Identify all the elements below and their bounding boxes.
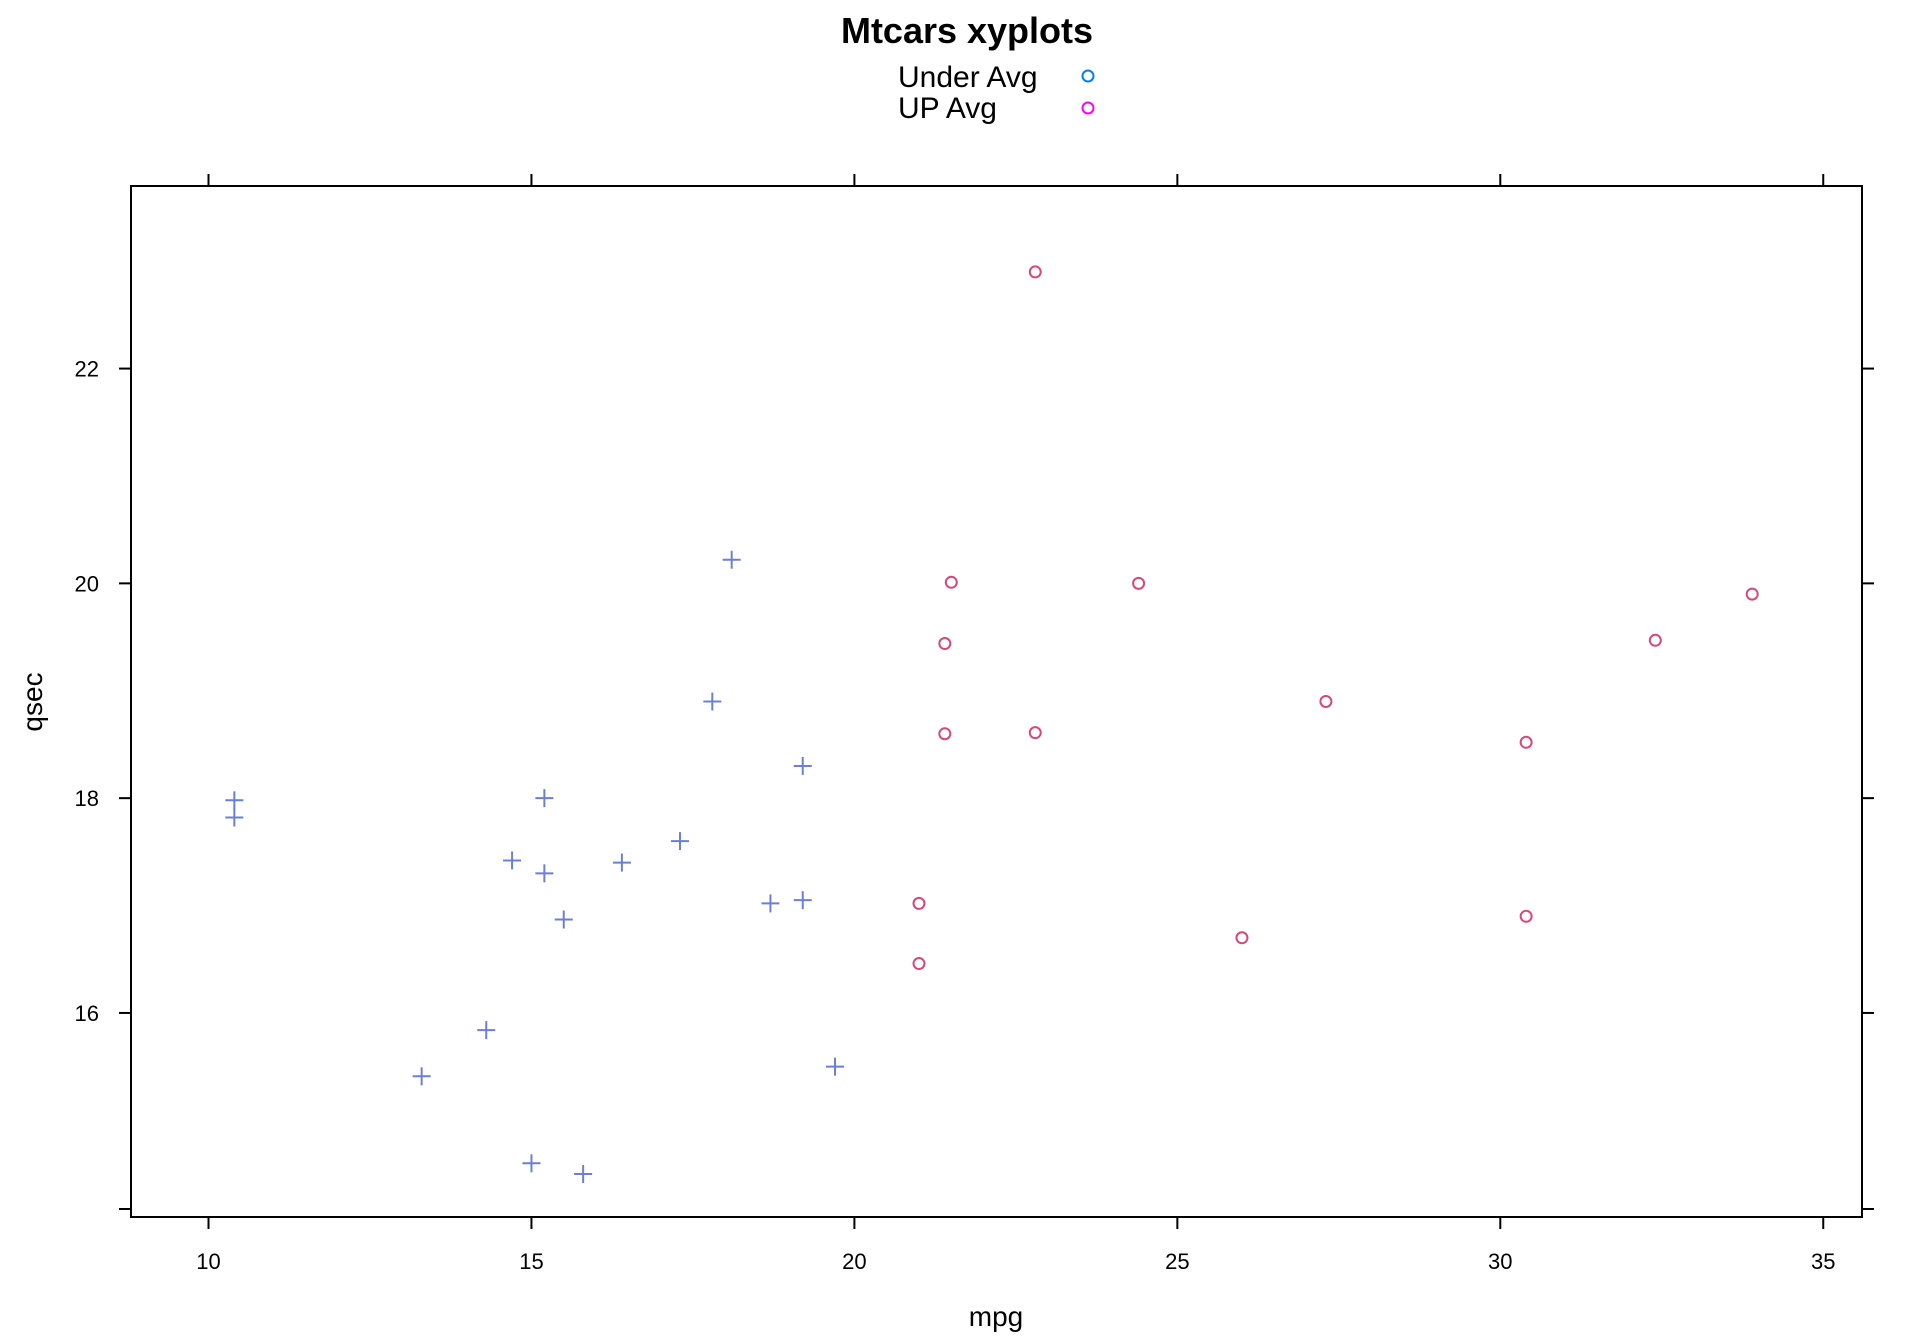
data-point-plus bbox=[612, 853, 631, 872]
data-point-circle bbox=[1519, 735, 1533, 749]
data-point-plus bbox=[722, 550, 741, 569]
data-point-plus bbox=[412, 1067, 431, 1086]
data-point-plus bbox=[671, 832, 690, 851]
data-point-plus bbox=[225, 791, 244, 810]
data-point-circle bbox=[1132, 576, 1146, 590]
data-point-plus bbox=[793, 891, 812, 910]
y-axis-label: qsec bbox=[17, 672, 48, 731]
legend-marker-under-avg bbox=[1081, 69, 1095, 83]
data-point-plus bbox=[535, 864, 554, 883]
chart-title: Mtcars xyplots bbox=[841, 10, 1093, 51]
data-point-plus bbox=[225, 808, 244, 827]
legend: Under Avg UP Avg bbox=[898, 61, 1095, 125]
y-tick-label: 20 bbox=[75, 571, 99, 596]
x-axis-ticks: 10 15 20 25 30 35 bbox=[196, 174, 1835, 1274]
data-point-plus bbox=[522, 1154, 541, 1173]
x-axis-label: mpg bbox=[969, 1301, 1023, 1332]
y-tick-label: 16 bbox=[75, 1001, 99, 1026]
data-point-circle bbox=[1319, 695, 1333, 708]
data-point-circle bbox=[1519, 909, 1533, 923]
x-tick-label: 30 bbox=[1488, 1249, 1512, 1274]
data-point-circle bbox=[1745, 587, 1759, 601]
data-point-plus bbox=[793, 756, 812, 775]
data-point-plus bbox=[574, 1165, 593, 1184]
data-point-circle bbox=[1235, 931, 1249, 945]
data-point-plus bbox=[535, 789, 554, 808]
x-tick-label: 15 bbox=[519, 1249, 543, 1274]
data-point-circle bbox=[938, 727, 952, 741]
plot-frame bbox=[130, 185, 1863, 1218]
data-point-circle bbox=[1648, 633, 1662, 647]
data-point-plus bbox=[503, 851, 522, 870]
legend-label-up-avg: UP Avg bbox=[898, 92, 997, 125]
data-point-plus bbox=[554, 910, 573, 929]
x-tick-label: 10 bbox=[196, 1249, 220, 1274]
y-tick-label: 22 bbox=[75, 357, 99, 382]
x-tick-label: 20 bbox=[842, 1249, 866, 1274]
legend-label-under-avg: Under Avg bbox=[898, 61, 1038, 94]
x-tick-label: 35 bbox=[1811, 1249, 1835, 1274]
data-point-circle bbox=[1028, 726, 1042, 740]
x-tick-label: 25 bbox=[1165, 1249, 1189, 1274]
data-point-circle bbox=[1028, 265, 1042, 279]
data-point-circle bbox=[944, 575, 958, 589]
data-point-circle bbox=[912, 957, 926, 971]
data-point-plus bbox=[826, 1057, 845, 1076]
legend-marker-up-avg bbox=[1081, 101, 1095, 115]
data-point-circle bbox=[938, 637, 952, 651]
data-point-plus bbox=[761, 894, 780, 913]
y-axis-ticks: 16 18 20 22 bbox=[75, 357, 1874, 1210]
y-tick-label: 18 bbox=[75, 786, 99, 811]
data-point-plus bbox=[477, 1021, 496, 1040]
data-point-circle bbox=[912, 896, 926, 910]
data-points bbox=[225, 265, 1759, 1184]
data-point-plus bbox=[703, 692, 722, 711]
